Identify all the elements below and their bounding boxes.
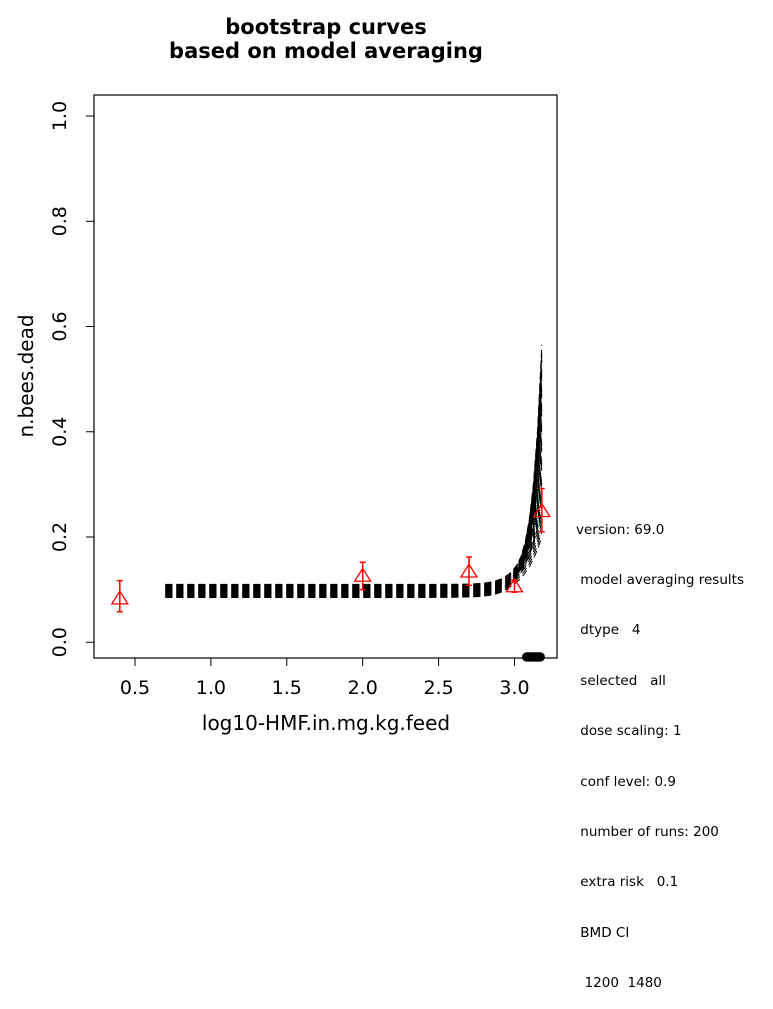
bootstrap-curve xyxy=(165,413,543,593)
y-axis: 0.0 0.2 0.4 0.6 0.8 1.0 xyxy=(49,101,95,657)
data-point-triangle xyxy=(110,589,129,605)
bootstrap-curve xyxy=(165,472,543,595)
data-point-triangle xyxy=(353,567,372,582)
bootstrap-curve xyxy=(165,433,543,589)
bootstrap-chart: bootstrap curves based on model averagin… xyxy=(14,15,558,735)
info-bmd-ci-values: 1200 1480 xyxy=(576,975,662,992)
chart-title-line-1: bootstrap curves xyxy=(225,15,427,39)
info-conf-level: conf level: 0.9 xyxy=(576,773,676,790)
bootstrap-curve xyxy=(165,423,543,598)
x-tick-label: 2.0 xyxy=(348,677,378,699)
x-tick-label: 0.5 xyxy=(120,677,150,699)
bmd-marker xyxy=(535,652,545,662)
bootstrap-curve xyxy=(165,354,543,592)
chart-title-line-2: based on model averaging xyxy=(169,39,483,63)
bootstrap-curve xyxy=(165,428,543,587)
x-tick-label: 2.5 xyxy=(423,677,453,699)
bootstrap-curve xyxy=(165,482,543,586)
bootstrap-curve xyxy=(165,384,543,593)
y-tick-label: 0.6 xyxy=(49,311,71,341)
info-version: version: 69.0 xyxy=(576,521,665,538)
bootstrap-curve xyxy=(165,374,543,588)
bootstrap-curve xyxy=(165,344,543,587)
x-tick-label: 1.0 xyxy=(196,677,226,699)
bootstrap-curve xyxy=(165,443,543,594)
bootstrap-curves xyxy=(165,344,543,598)
info-runs: number of runs: 200 xyxy=(576,823,719,840)
y-tick-label: 0.8 xyxy=(49,206,71,236)
bootstrap-curve xyxy=(165,359,543,594)
bootstrap-curve xyxy=(165,467,543,592)
plot-frame xyxy=(93,94,558,659)
info-panel: version: 69.0 model averaging results dt… xyxy=(576,488,744,1009)
bootstrap-curve xyxy=(165,497,543,593)
info-dose-scaling: dose scaling: 1 xyxy=(576,723,682,740)
bootstrap-curve xyxy=(165,502,543,595)
observed-points xyxy=(110,487,551,613)
bootstrap-curve xyxy=(165,364,543,597)
bootstrap-curve xyxy=(165,379,543,590)
info-extra-risk: extra risk 0.1 xyxy=(576,874,679,891)
y-tick-label: 0.4 xyxy=(49,417,71,447)
bootstrap-curve xyxy=(165,408,543,591)
bootstrap-curve xyxy=(165,394,543,597)
bootstrap-curve xyxy=(165,399,543,586)
info-method: model averaging results xyxy=(576,571,744,588)
y-tick-label: 1.0 xyxy=(49,101,71,131)
x-tick-label: 3.0 xyxy=(499,677,529,699)
bootstrap-curve xyxy=(165,512,543,587)
bootstrap-curve xyxy=(165,487,543,588)
bmd-ci-markers xyxy=(521,652,545,662)
y-tick-label: 0.2 xyxy=(49,522,71,552)
x-tick-label: 1.5 xyxy=(272,677,302,699)
y-axis-label: n.bees.dead xyxy=(14,314,38,437)
bootstrap-curve xyxy=(165,438,543,592)
bootstrap-curve xyxy=(165,369,543,586)
data-point-triangle xyxy=(532,502,551,518)
bootstrap-curve xyxy=(165,389,543,595)
info-selected: selected all xyxy=(576,672,666,689)
bootstrap-curve xyxy=(165,477,543,597)
data-point-triangle xyxy=(505,577,524,593)
x-axis-label: log10-HMF.in.mg.kg.feed xyxy=(202,711,450,735)
x-axis: 0.5 1.0 1.5 2.0 2.5 3.0 xyxy=(120,657,530,699)
data-point-triangle xyxy=(459,563,479,578)
bootstrap-curve xyxy=(165,448,543,596)
bootstrap-curve xyxy=(165,458,543,588)
bootstrap-curve xyxy=(165,463,543,590)
bootstrap-curve xyxy=(165,492,543,591)
info-bmd-ci-label: BMD CI xyxy=(576,924,630,941)
y-tick-label: 0.0 xyxy=(49,627,71,657)
bootstrap-curve xyxy=(165,522,543,591)
bootstrap-curve xyxy=(165,453,543,585)
bootstrap-curve xyxy=(165,349,543,590)
bootstrap-curve xyxy=(165,418,543,596)
bootstrap-curve xyxy=(165,517,543,589)
info-dtype: dtype 4 xyxy=(576,622,641,639)
bootstrap-curve xyxy=(165,403,543,589)
